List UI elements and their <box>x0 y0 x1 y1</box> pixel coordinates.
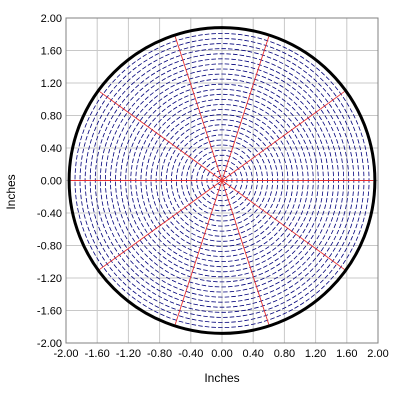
y-tick-label: 0.40 <box>41 143 62 155</box>
x-tick-label: 0.80 <box>274 348 295 360</box>
x-axis-ticks: -2.00 -1.60 -1.20 -0.80 -0.40 0.00 0.40 0.80 1.2… <box>53 348 388 360</box>
x-tick-label: -0.80 <box>147 348 172 360</box>
y-tick-label: -0.80 <box>37 241 62 253</box>
y-axis-label: Inches <box>4 174 18 209</box>
radial-line-2 <box>221 36 270 181</box>
radial-line-6 <box>99 180 223 270</box>
y-tick-label: 1.60 <box>41 46 62 58</box>
y-tick-label: -0.40 <box>37 208 62 220</box>
x-tick-label: 0.40 <box>242 348 263 360</box>
plot-frame <box>65 17 379 344</box>
radial-line-3 <box>174 36 223 181</box>
y-tick-label: 2.00 <box>41 13 62 25</box>
radial-line-4 <box>99 91 223 181</box>
radial-lines <box>70 36 374 325</box>
radial-line-1 <box>221 91 345 181</box>
boundary-circle <box>67 26 377 335</box>
x-tick-label: 1.20 <box>305 348 326 360</box>
y-tick-label: -1.60 <box>37 306 62 318</box>
x-tick-label: 0.00 <box>211 348 232 360</box>
radial-line-9 <box>221 180 345 270</box>
y-tick-label: -2.00 <box>37 338 62 350</box>
x-tick-label: 2.00 <box>367 348 388 360</box>
y-tick-label: 1.20 <box>41 78 62 90</box>
y-axis-ticks: 2.00 1.60 1.20 0.80 0.40 0.00 -0.40 -0.80 -1.20 -… <box>37 13 62 350</box>
radial-line-7 <box>174 180 223 325</box>
x-tick-label: -1.60 <box>85 348 110 360</box>
y-tick-label: 0.80 <box>41 111 62 123</box>
x-tick-label: -0.40 <box>178 348 203 360</box>
y-tick-label: -1.20 <box>37 273 62 285</box>
boundary <box>67 26 377 335</box>
x-axis-label: Inches <box>204 371 239 385</box>
x-tick-label: -2.00 <box>53 348 78 360</box>
x-tick-label: -1.20 <box>116 348 141 360</box>
radial-line-8 <box>221 180 270 325</box>
x-tick-label: 1.60 <box>336 348 357 360</box>
y-tick-label: 0.00 <box>41 176 62 188</box>
